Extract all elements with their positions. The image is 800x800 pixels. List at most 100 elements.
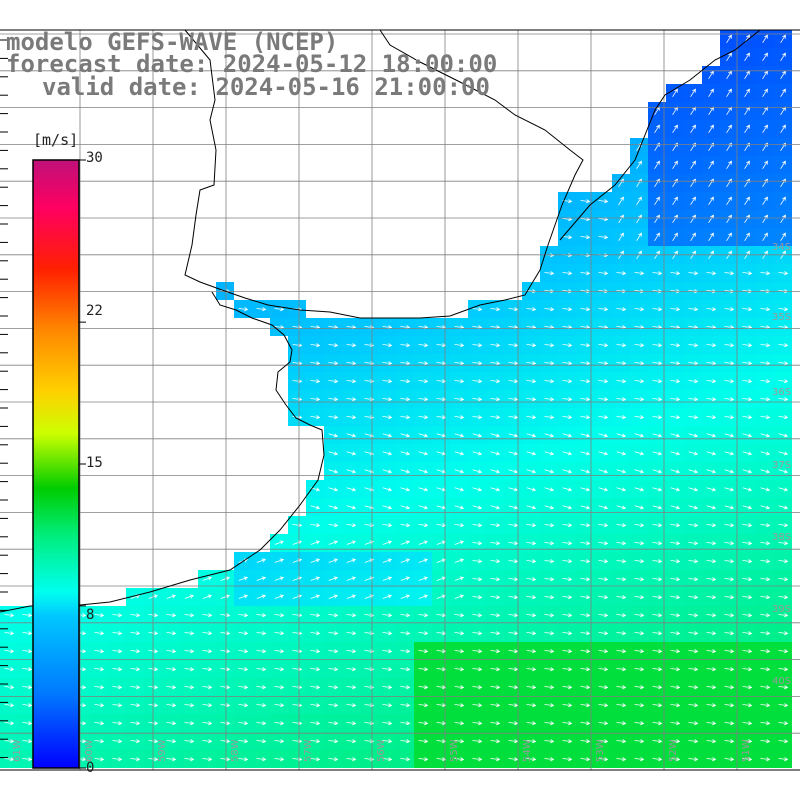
wind-arrow [580,199,591,204]
wind-arrow [616,397,627,402]
wind-arrow [418,343,429,348]
wind-arrow [598,505,609,510]
wind-arrow [778,739,789,744]
wind-arrow [670,505,681,510]
wind-arrow [328,685,339,690]
wind-arrow [708,88,714,98]
wind-arrow [94,685,105,690]
wind-arrow [4,613,15,618]
wind-arrow [690,124,696,134]
colorbar-unit: [m/s] [33,131,79,149]
wind-arrow [672,214,678,224]
wind-arrow [778,361,789,366]
wind-arrow [742,487,753,492]
wind-arrow [346,649,357,654]
wind-arrow [544,559,555,564]
lat-label: 35S [772,312,791,323]
wind-arrow [544,685,555,690]
wind-arrow [762,88,768,98]
wind-arrow [274,703,285,708]
wind-arrow [742,523,753,528]
wind-arrow [688,451,699,456]
lon-label: 59W [157,739,168,762]
wind-arrow [166,721,177,726]
wind-arrow [346,343,357,348]
wind-arrow [418,703,429,708]
wind-arrow [690,88,696,98]
wind-arrow [670,307,681,312]
wind-arrow [472,379,483,384]
wind-arrow [688,739,699,744]
wind-arrow [382,505,393,510]
wind-arrow [4,685,15,690]
wind-arrow [490,613,501,618]
wind-arrow [418,667,429,672]
wind-arrow [22,721,33,726]
wind-arrow [166,739,177,744]
wind-arrow [130,757,141,762]
wind-arrow [688,361,699,366]
wind-arrow [436,379,447,384]
wind-arrow [634,469,645,474]
wind-arrow [508,595,519,600]
lat-label: 38S [772,532,791,543]
wind-arrow [346,379,357,384]
wind-arrow [760,541,771,546]
wind-arrow [780,232,786,242]
wind-arrow [724,739,735,744]
wind-arrow [400,361,411,366]
wind-arrow [184,721,195,726]
wind-arrow [598,487,609,492]
wind-arrow [454,631,465,636]
colorbar-tick-0: 0 [86,760,95,776]
wind-arrow [652,577,663,582]
wind-arrow [382,667,393,672]
wind-arrow [634,595,645,600]
wind-arrow [508,379,519,384]
left-axis-ticks [0,39,8,759]
wind-arrow [508,631,519,636]
wind-arrow [508,685,519,690]
wind-arrow [166,631,177,636]
wind-arrow [672,88,678,98]
wind-arrow [346,631,357,636]
wind-arrow [580,451,591,456]
lat-label: 40S [772,676,791,687]
wind-arrow [22,685,33,690]
wind-arrow [238,307,249,312]
wind-arrow [436,721,447,726]
wind-arrow [760,379,771,384]
forecast-date: forecast date: 2024-05-12 18:00:00 [6,50,498,78]
wind-arrow [382,576,393,581]
wind-arrow [724,631,735,636]
wind-arrow [202,739,213,744]
wind-arrow [454,397,465,402]
wind-arrow [544,505,555,510]
wind-arrow [508,433,519,438]
wind-arrow [418,415,429,420]
wind-arrow [760,595,771,600]
wind-arrow [670,361,681,366]
wind-arrow [472,343,483,348]
wind-arrow [762,214,768,224]
lon-label: 61W [12,739,23,762]
wind-arrow [544,631,555,636]
wind-arrow [706,649,717,654]
wind-arrow [708,196,714,206]
wind-arrow [760,397,771,402]
wind-arrow [256,576,267,581]
wind-arrow [652,397,663,402]
wind-arrow [382,361,393,366]
wind-arrow [742,433,753,438]
wind-arrow [4,667,15,672]
wind-arrow [418,487,429,492]
wind-arrow [508,667,519,672]
wind-arrow [454,415,465,420]
wind-arrow [562,757,573,762]
wind-arrow [778,451,789,456]
wind-arrow [616,757,627,762]
wind-arrow [616,361,627,366]
wind-arrow [310,631,321,636]
wind-arrow [22,739,33,744]
wind-arrow [634,631,645,636]
